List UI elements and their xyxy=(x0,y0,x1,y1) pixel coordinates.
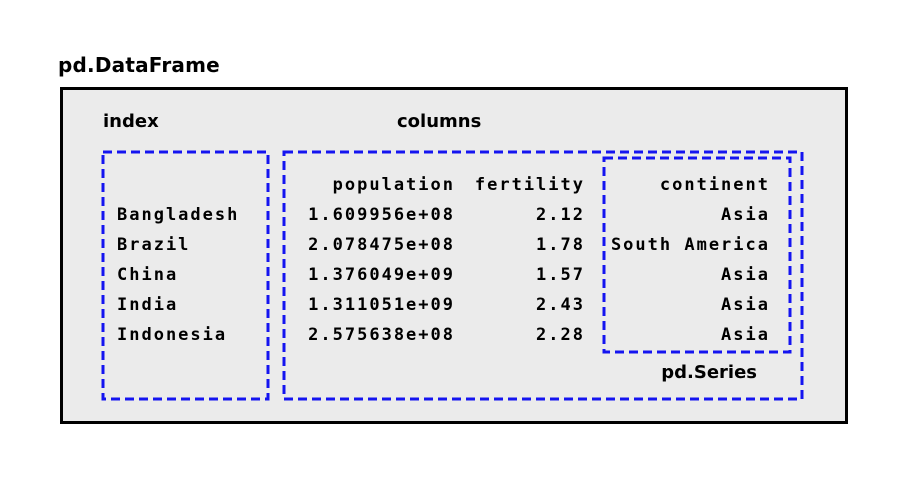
row-fertility-value: 2.12 xyxy=(536,205,585,225)
row-index-label: Brazil xyxy=(117,235,191,255)
row-fertility-value: 1.57 xyxy=(536,265,585,285)
row-continent-value: Asia xyxy=(721,295,770,315)
table-row: Bangladesh 1.609956e+08 2.12 Asia xyxy=(117,204,770,226)
row-fertility-value: 2.28 xyxy=(536,325,585,345)
row-index-label: Bangladesh xyxy=(117,205,240,225)
dashed-boxes-overlay xyxy=(101,150,804,401)
columns-zone-label: columns xyxy=(397,111,482,132)
dataframe-title: pd.DataFrame xyxy=(58,53,220,77)
row-index-label: India xyxy=(117,295,179,315)
series-dashed-box xyxy=(602,156,792,354)
row-index-label: Indonesia xyxy=(117,325,228,345)
row-continent-value: Asia xyxy=(721,325,770,345)
columns-dashed-box xyxy=(282,150,804,401)
row-population-value: 2.575638e+08 xyxy=(308,325,455,345)
header-index-spacer xyxy=(117,174,267,196)
row-population-value: 1.609956e+08 xyxy=(308,205,455,225)
index-zone-label: index xyxy=(103,111,159,132)
row-continent-value: Asia xyxy=(721,265,770,285)
row-population-value: 1.376049e+09 xyxy=(308,265,455,285)
table-row: India 1.311051e+09 2.43 Asia xyxy=(117,294,770,316)
row-fertility-value: 2.43 xyxy=(536,295,585,315)
row-population-value: 2.078475e+08 xyxy=(308,235,455,255)
header-fertility: fertility xyxy=(474,175,585,195)
dataframe-box: index columns population fertility conti… xyxy=(60,87,848,424)
table-row: Brazil 2.078475e+08 1.78 South America xyxy=(117,234,770,256)
series-label: pd.Series xyxy=(661,362,757,383)
row-fertility-value: 1.78 xyxy=(536,235,585,255)
row-continent-value: Asia xyxy=(721,205,770,225)
row-index-label: China xyxy=(117,265,179,285)
header-continent: continent xyxy=(659,175,770,195)
row-continent-value: South America xyxy=(610,235,770,255)
index-dashed-box xyxy=(101,150,270,401)
row-population-value: 1.311051e+09 xyxy=(308,295,455,315)
table-row: China 1.376049e+09 1.57 Asia xyxy=(117,264,770,286)
table-row: Indonesia 2.575638e+08 2.28 Asia xyxy=(117,324,770,346)
table-header-row: population fertility continent xyxy=(117,174,770,196)
header-population: population xyxy=(332,175,455,195)
